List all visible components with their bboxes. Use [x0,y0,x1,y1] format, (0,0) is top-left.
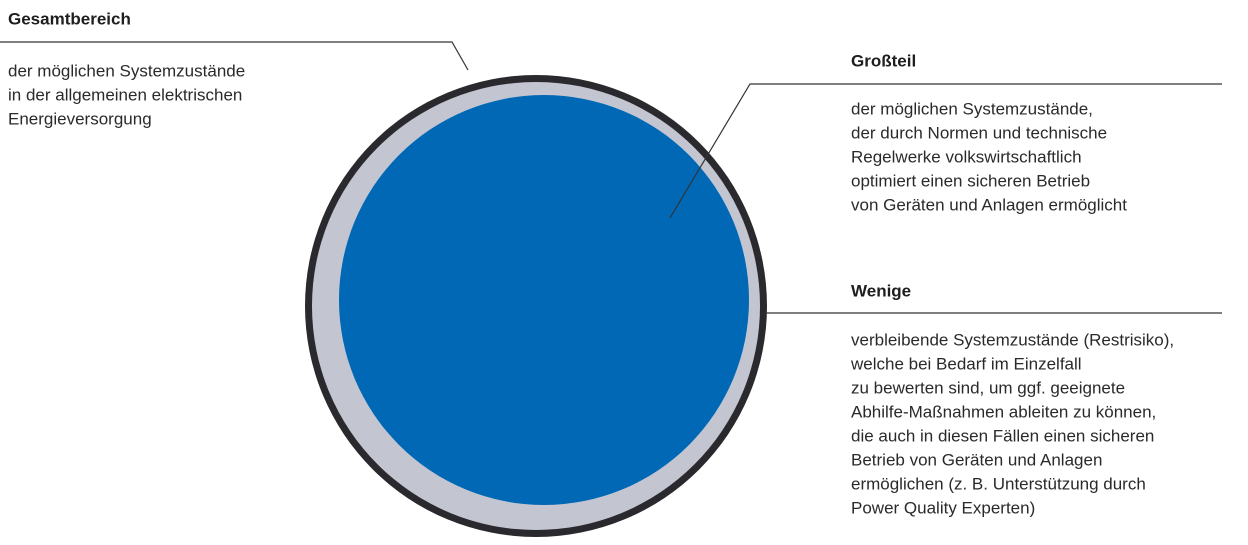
annotation-text: Power Quality Experten) [851,498,1035,517]
annotation-text: Abhilfe-Maßnahmen ableiten zu können, [851,402,1156,421]
annotation-title: Gesamtbereich [8,9,131,28]
annotation-text: optimiert einen sicheren Betrieb [851,171,1090,190]
annotation-text: der durch Normen und technische [851,123,1107,142]
annotation-text: Betrieb von Geräten und Anlagen [851,450,1102,469]
annotation-text: der möglichen Systemzustände, [851,99,1093,118]
annotation-title: Wenige [851,281,911,300]
annotation-text: Regelwerke volkswirtschaftlich [851,147,1082,166]
annotation-text: in der allgemeinen elektrischen [8,85,242,104]
annotation-text: der möglichen Systemzustände [8,61,245,80]
annotation-text: verbleibende Systemzustände (Restrisiko)… [851,330,1174,349]
annotation-text: welche bei Bedarf im Einzelfall [850,354,1082,373]
annotation-text: zu bewerten sind, um ggf. geeignete [851,378,1125,397]
annotation-title: Großteil [851,51,916,70]
leader-line [0,41,469,71]
labels: Gesamtbereich der möglichen Systemzuständ… [8,9,1174,517]
leader-line [669,83,1222,219]
annotation-text: ermöglichen (z. B. Unterstützung durch [851,474,1146,493]
annotation-text: von Geräten und Anlagen ermöglicht [851,195,1127,214]
annotation-text: Energieversorgung [8,109,152,128]
annotation-text: die auch in diesen Fällen einen sicheren [851,426,1154,445]
core-circle [339,95,749,505]
